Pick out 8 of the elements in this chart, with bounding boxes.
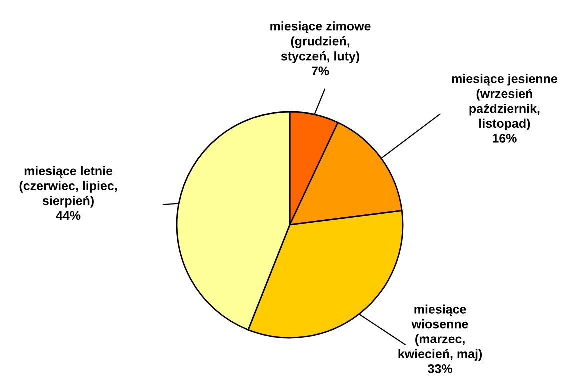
data-label: 44% [56, 211, 81, 220]
slice-label: miesiące letnie (czerwiec, lipiec, sierpień) [20, 166, 118, 208]
data-label: 16% [492, 134, 517, 143]
data-label: 33% [428, 364, 452, 374]
slice-label: miesiące zimowe (grudzień, styczeń, luty) [270, 22, 371, 64]
data-label: 7% [312, 66, 330, 76]
slice-label: miesiące jesienne (wrzesień październik, listopad) [452, 74, 558, 131]
slice-label: miesiące wiosenne (marzec, kwiecień, maj) [398, 304, 482, 361]
